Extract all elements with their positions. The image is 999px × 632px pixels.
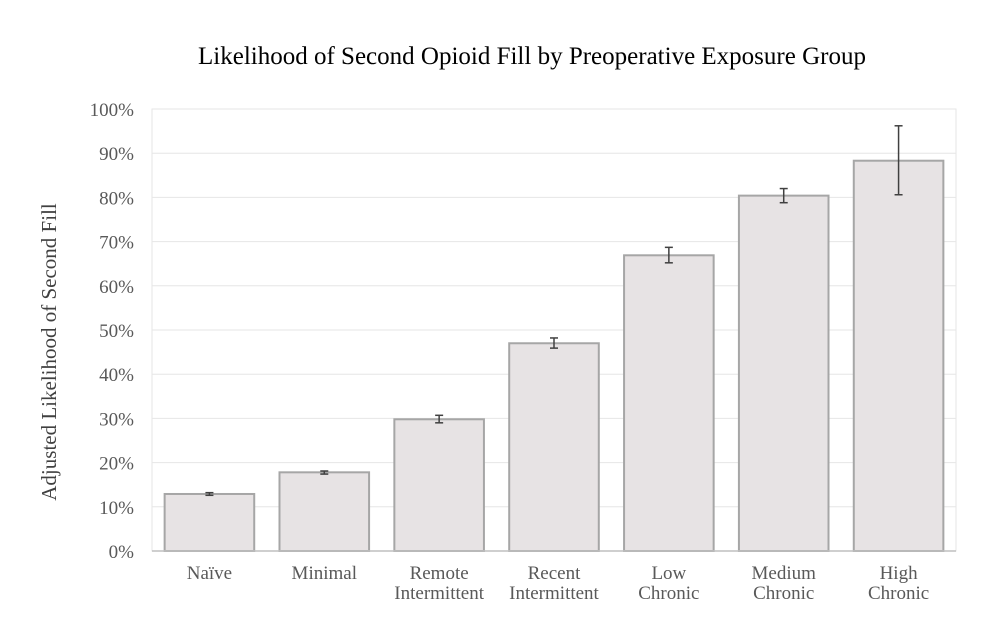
x-tick-label-line: Chronic: [638, 583, 699, 604]
y-axis-label: Adjusted Likelihood of Second Fill: [37, 203, 61, 501]
bar: [737, 194, 830, 553]
x-tick-label: Medium Chronic: [752, 563, 817, 604]
bar: [508, 342, 600, 553]
y-tick-label: 100%: [90, 100, 135, 121]
y-tick-label: 90%: [99, 144, 134, 165]
x-tick-label-line: High: [880, 563, 919, 584]
x-tick-label-line: Naïve: [187, 563, 232, 584]
y-tick-label: 0%: [109, 542, 135, 563]
x-tick-label: Minimal: [292, 563, 357, 584]
x-tick-label-line: Low: [651, 563, 686, 584]
x-tick-label-line: Intermittent: [394, 583, 484, 604]
bar: [623, 254, 715, 552]
y-tick-label: 30%: [99, 409, 134, 430]
x-tick-label-line: Minimal: [292, 563, 357, 584]
y-tick-label: 60%: [99, 277, 134, 298]
x-tick-label: Remote Intermittent: [394, 563, 484, 604]
axes: [151, 108, 957, 552]
y-tick-labels: 0% 10% 20% 30% 40% 50% 60% 70% 80% 90% 100%: [90, 100, 135, 563]
bar: [278, 471, 371, 553]
y-tick-label: 40%: [99, 365, 134, 386]
y-tick-label: 50%: [99, 321, 134, 342]
x-tick-label-line: Chronic: [868, 583, 929, 604]
x-tick-label-line: Medium: [752, 563, 817, 584]
bar: [393, 418, 485, 552]
bars: [163, 159, 945, 553]
bar: [163, 492, 256, 552]
x-tick-label-line: Recent: [528, 563, 581, 584]
x-tick-label: Low Chronic: [638, 563, 699, 604]
bar: [852, 159, 945, 553]
x-tick-label: Recent Intermittent: [509, 563, 599, 604]
x-tick-label-line: Remote: [410, 563, 469, 584]
x-tick-label-line: Chronic: [753, 583, 814, 604]
x-tick-label: Naïve: [187, 563, 232, 584]
chart-title: Likelihood of Second Opioid Fill by Preo…: [198, 43, 866, 70]
y-tick-label: 80%: [99, 188, 134, 209]
error-bars: [205, 125, 903, 497]
y-tick-label: 20%: [99, 454, 134, 475]
x-tick-label-line: Intermittent: [509, 583, 599, 604]
y-tick-label: 70%: [99, 233, 134, 254]
y-tick-label: 10%: [99, 498, 134, 519]
x-tick-label: High Chronic: [868, 563, 929, 604]
